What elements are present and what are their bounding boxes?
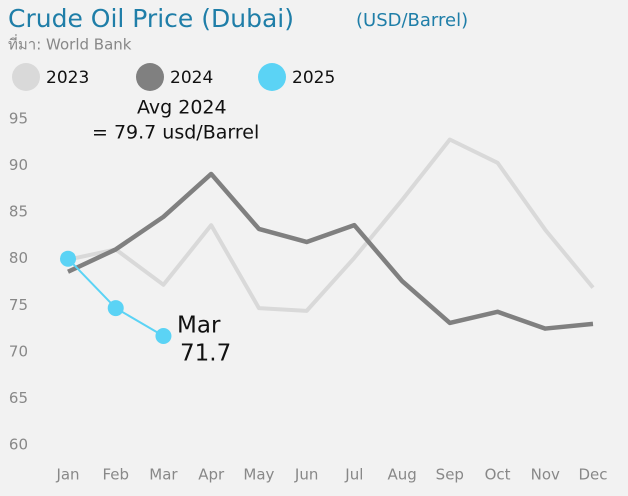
annotation: Mar [177, 313, 221, 339]
y-tick-label: 80 [9, 249, 28, 267]
legend-marker [258, 63, 286, 91]
y-tick-label: 85 [9, 203, 28, 221]
series-line [67, 171, 594, 331]
y-tick-label: 90 [9, 156, 28, 174]
x-tick-label: Apr [198, 466, 225, 484]
x-tick-label: Jan [55, 466, 79, 484]
chart-subtitle: ที่มา: World Bank [8, 34, 132, 54]
y-tick-label: 95 [9, 110, 28, 128]
chart-unit: (USD/Barrel) [356, 10, 468, 31]
annotation: 71.7 [180, 341, 231, 367]
legend-label: 2025 [292, 68, 335, 88]
series-line [67, 137, 595, 313]
point-marker [60, 250, 76, 267]
y-tick-label: 70 [9, 342, 28, 360]
x-tick-label: Feb [102, 466, 129, 484]
x-tick-label: Mar [149, 466, 178, 484]
x-tick-label: Jun [294, 466, 318, 484]
chart-title: Crude Oil Price (Dubai) [8, 4, 294, 33]
annotation: Avg 2024 [137, 97, 227, 119]
y-tick-label: 65 [9, 389, 28, 407]
x-tick-label: Sep [436, 466, 464, 484]
point-marker [155, 328, 172, 345]
y-tick-label: 75 [9, 296, 28, 314]
x-tick-label: Jul [344, 466, 363, 484]
legend-marker [12, 63, 40, 91]
y-tick-label: 60 [9, 436, 28, 454]
legend-label: 2023 [46, 68, 89, 88]
legend-label: 2024 [170, 68, 213, 88]
x-tick-label: May [243, 466, 274, 484]
x-tick-label: Aug [387, 466, 416, 484]
x-tick-label: Dec [578, 466, 607, 484]
annotation: = 79.7 usd/Barrel [92, 122, 259, 144]
x-tick-label: Nov [531, 466, 560, 484]
point-marker [107, 300, 124, 317]
x-tick-label: Oct [485, 466, 511, 484]
legend-marker [136, 63, 164, 91]
